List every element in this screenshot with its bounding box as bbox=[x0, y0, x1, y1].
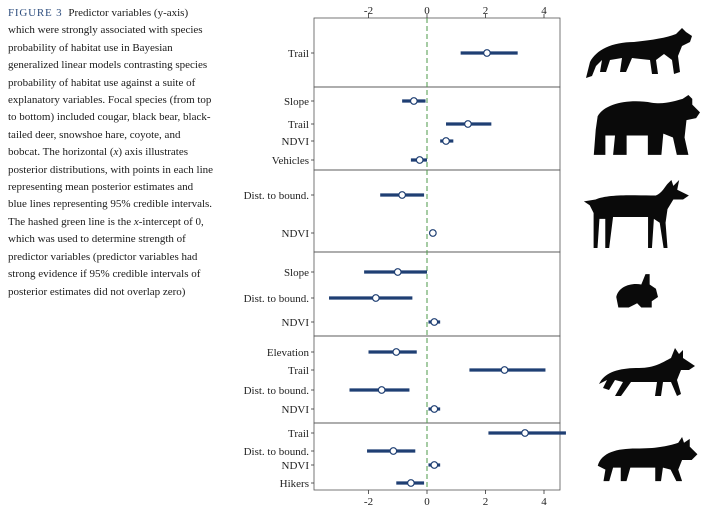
predictor-label: Trail bbox=[288, 48, 309, 60]
panel-frame bbox=[313, 17, 561, 88]
snowshoe-hare-silhouette bbox=[616, 274, 658, 308]
predictor-label: Slope bbox=[284, 267, 309, 279]
caption-run: -intercept of 0, which was used to deter… bbox=[8, 215, 204, 298]
predictor-label: Slope bbox=[284, 96, 309, 108]
panel-frame bbox=[313, 422, 561, 491]
x-tick-label-bottom: 4 bbox=[541, 496, 547, 508]
posterior-mean-point bbox=[464, 120, 472, 128]
x-tick-label-bottom: 2 bbox=[483, 496, 489, 508]
panel-frame bbox=[313, 86, 561, 171]
silhouette-shape bbox=[593, 95, 700, 155]
posterior-mean-point bbox=[389, 447, 398, 455]
caption-run: -axis) which were strongly associated wi… bbox=[8, 7, 212, 159]
forest-plot: -2 -2 0 0 2 2 4 4 Trail Slope Trail NDVI Vehicles Dis… bbox=[230, 0, 709, 522]
coyote-silhouette bbox=[599, 348, 695, 396]
posterior-mean-point bbox=[371, 294, 380, 302]
predictor-label: Elevation bbox=[267, 347, 310, 359]
caption-run: (y bbox=[153, 7, 164, 19]
silhouette-shape bbox=[583, 180, 689, 249]
x-tick-label-top: -2 bbox=[364, 5, 373, 17]
posterior-mean-point bbox=[392, 348, 401, 356]
posterior-mean-point bbox=[398, 191, 407, 199]
posterior-mean-point bbox=[409, 97, 418, 105]
predictor-label: Trail bbox=[288, 119, 309, 131]
predictor-label: Dist. to bound. bbox=[244, 293, 310, 305]
posterior-mean-point bbox=[430, 318, 439, 326]
caption-run: Predictor variables bbox=[68, 7, 154, 19]
predictor-label: NDVI bbox=[282, 228, 310, 240]
silhouette-shape bbox=[597, 437, 698, 482]
posterior-mean-point bbox=[442, 137, 450, 145]
x-tick-label-bottom: -2 bbox=[364, 496, 373, 508]
predictor-label: Trail bbox=[288, 365, 309, 377]
caption-run: x bbox=[133, 215, 139, 228]
cougar-silhouette bbox=[586, 28, 692, 78]
panel-frame bbox=[313, 169, 561, 253]
x-tick-label-top: 0 bbox=[424, 5, 430, 17]
caption-run: x bbox=[113, 146, 119, 159]
x-tick-label-top: 4 bbox=[541, 5, 547, 17]
silhouette-shape bbox=[616, 274, 658, 308]
figure-caption: FIGURE 3 Predictor variables (y-axis) whi… bbox=[8, 5, 214, 301]
figure-label: FIGURE 3 bbox=[8, 7, 63, 19]
forest-plot-svg: -2 -2 0 0 2 2 4 4 Trail Slope Trail NDVI Vehicles Dis… bbox=[244, 5, 700, 508]
predictor-label: Vehicles bbox=[272, 155, 309, 167]
posterior-mean-point bbox=[521, 429, 529, 437]
posterior-mean-point bbox=[430, 405, 439, 413]
predictor-label: Trail bbox=[288, 428, 309, 440]
silhouette-shape bbox=[586, 28, 692, 78]
black-tailed-deer-silhouette bbox=[583, 180, 689, 249]
posterior-mean-point bbox=[500, 366, 509, 374]
posterior-mean-point bbox=[393, 268, 402, 276]
predictor-label: NDVI bbox=[282, 317, 310, 329]
predictor-label: NDVI bbox=[282, 136, 310, 148]
posterior-mean-point bbox=[377, 386, 386, 394]
caption-text: Predictor variables (y-axis) which were … bbox=[8, 7, 213, 298]
posterior-mean-point bbox=[415, 156, 424, 164]
posterior-mean-point bbox=[407, 479, 415, 487]
predictor-label: NDVI bbox=[282, 404, 310, 416]
silhouette-shape bbox=[599, 348, 695, 396]
x-tick-label-bottom: 0 bbox=[424, 496, 430, 508]
black-bear-silhouette bbox=[593, 95, 700, 155]
bobcat-silhouette bbox=[597, 437, 698, 482]
x-tick-label-top: 2 bbox=[483, 5, 489, 17]
predictor-label: NDVI bbox=[282, 460, 310, 472]
predictor-label: Dist. to bound. bbox=[244, 446, 310, 458]
predictor-label: Hikers bbox=[280, 478, 309, 490]
predictor-label: Dist. to bound. bbox=[244, 190, 310, 202]
posterior-mean-point bbox=[430, 461, 439, 469]
predictor-label: Dist. to bound. bbox=[244, 385, 310, 397]
caption-run: ) axis illustrates posterior distributio… bbox=[8, 146, 214, 228]
posterior-mean-point bbox=[483, 49, 491, 57]
posterior-mean-point bbox=[428, 229, 437, 237]
